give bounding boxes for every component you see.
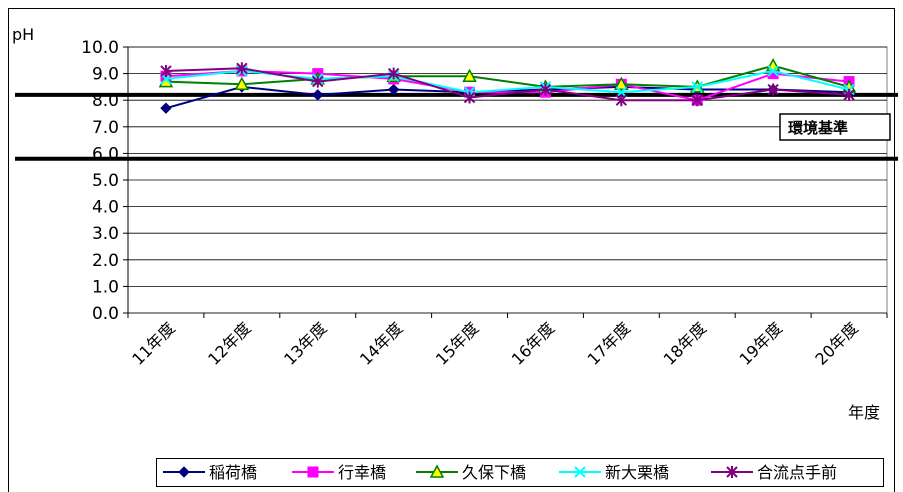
y-tick-labels: 0.0 1.0 2.0 3.0 4.0 5.0 6.0 7.0 8.0 9.0 10.0 [81, 38, 119, 324]
series-line [165, 67, 850, 102]
y-tick-label: 6.0 [92, 144, 119, 164]
gridlines [123, 46, 888, 318]
y-axis-label: pH [12, 25, 34, 44]
legend-label: 行幸橋 [338, 463, 386, 482]
data-point [691, 94, 703, 107]
y-tick-label: 3.0 [92, 224, 119, 244]
data-point [614, 76, 629, 90]
legend-label: 稲荷橋 [209, 463, 257, 482]
y-tick-label: 7.0 [92, 118, 119, 138]
reference-lines [15, 92, 898, 161]
legend-marker [178, 466, 190, 478]
data-point [615, 94, 628, 107]
data-point [463, 91, 476, 104]
series-line [165, 64, 850, 88]
series-layer [158, 58, 857, 114]
series-line [165, 69, 850, 102]
series-5 [160, 62, 855, 107]
y-tick-label: 4.0 [92, 198, 119, 218]
y-tick-label: 5.0 [92, 171, 119, 191]
data-point [160, 102, 172, 114]
y-tick-label: 10.0 [81, 38, 119, 58]
y-tick-label: 0.0 [92, 304, 119, 324]
data-point [539, 83, 552, 96]
data-point [312, 89, 324, 101]
data-point [160, 64, 172, 77]
legend-label: 久保下橋 [462, 463, 526, 482]
data-point [387, 83, 400, 96]
data-point [767, 65, 779, 77]
y-tick-label: 2.0 [92, 251, 119, 271]
data-point [387, 67, 400, 80]
data-point [462, 68, 477, 83]
y-tick-label: 9.0 [92, 65, 119, 85]
legend-marker [429, 464, 445, 478]
y-tick-label: 8.0 [92, 91, 119, 111]
legend-marker [574, 466, 586, 478]
series-line [165, 85, 850, 110]
legend-box [156, 458, 884, 487]
data-point [767, 83, 779, 96]
legend-marker [726, 466, 738, 478]
data-point [843, 88, 855, 101]
legend-label: 合流点手前 [757, 463, 837, 482]
reference-annotation: 環境基準 [779, 113, 891, 141]
legend-label: 新大栗橋 [605, 463, 669, 482]
data-point [312, 75, 324, 88]
data-point [236, 62, 248, 75]
data-point [234, 76, 250, 90]
legend: 稲荷橋 行幸橋 久保下橋 新大栗橋 合流点手前 [156, 458, 884, 487]
data-point [691, 81, 703, 93]
legend-marker [307, 466, 319, 478]
y-tick-label: 1.0 [92, 277, 119, 297]
annotation-label: 環境基準 [788, 119, 848, 137]
annotation-box [779, 113, 891, 141]
x-axis-label: 年度 [848, 403, 880, 422]
